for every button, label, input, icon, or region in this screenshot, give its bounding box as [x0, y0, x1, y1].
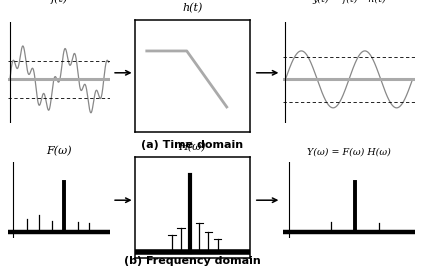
- Text: h(t): h(t): [182, 3, 203, 13]
- Text: (a) Time domain: (a) Time domain: [141, 140, 244, 150]
- Text: H(ω): H(ω): [179, 141, 206, 152]
- Text: F(ω): F(ω): [47, 146, 72, 156]
- Text: (b) Frequency domain: (b) Frequency domain: [124, 256, 261, 266]
- Text: y(t) = f(t) * h(t): y(t) = f(t) * h(t): [312, 0, 386, 4]
- Text: Y(ω) = F(ω) H(ω): Y(ω) = F(ω) H(ω): [307, 147, 391, 156]
- Text: f(t): f(t): [50, 0, 68, 4]
